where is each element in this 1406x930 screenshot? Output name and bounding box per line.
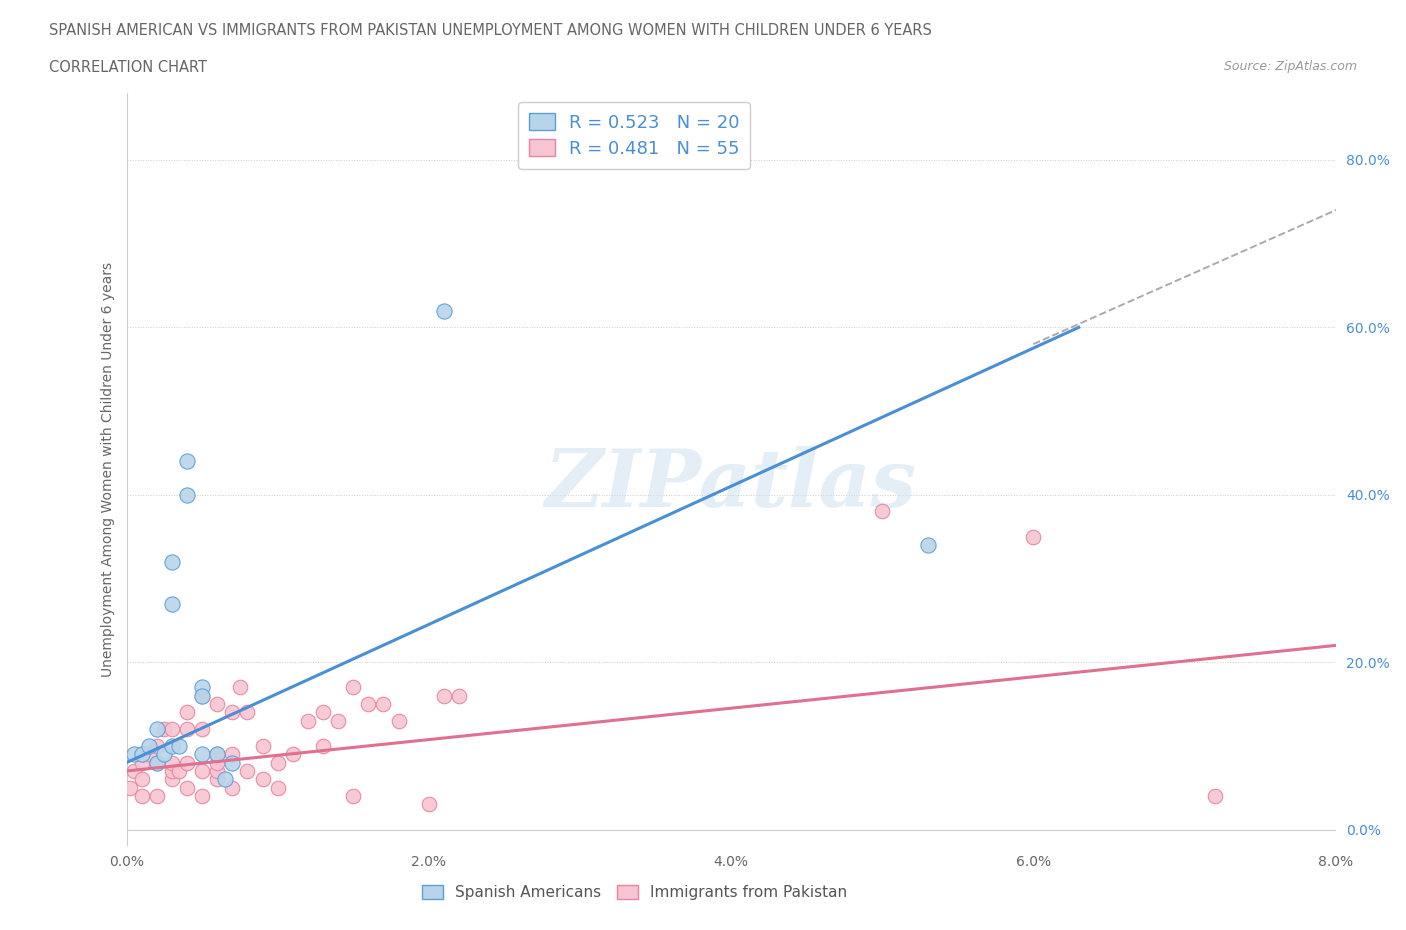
Point (169, 738, 191, 753)
Text: ZIPatlas: ZIPatlas (546, 446, 917, 524)
Point (236, 705, 259, 720)
Point (131, 789, 153, 804)
Point (176, 454, 198, 469)
Point (357, 697, 380, 711)
Point (236, 764, 259, 778)
Point (281, 747, 304, 762)
Point (433, 303, 456, 318)
Point (146, 738, 169, 753)
Point (160, 554, 183, 569)
Point (146, 755, 169, 770)
Point (447, 688, 470, 703)
Point (146, 789, 169, 804)
Text: SPANISH AMERICAN VS IMMIGRANTS FROM PAKISTAN UNEMPLOYMENT AMONG WOMEN WITH CHILD: SPANISH AMERICAN VS IMMIGRANTS FROM PAKI… (49, 23, 932, 38)
Point (191, 688, 214, 703)
Point (221, 755, 243, 770)
Point (1022, 529, 1045, 544)
Point (191, 680, 214, 695)
Point (122, 764, 145, 778)
Point (153, 747, 176, 762)
Y-axis label: Unemployment Among Women with Children Under 6 years: Unemployment Among Women with Children U… (101, 262, 115, 677)
Point (205, 697, 228, 711)
Point (122, 747, 145, 762)
Legend: Spanish Americans, Immigrants from Pakistan: Spanish Americans, Immigrants from Pakis… (415, 879, 853, 907)
Point (433, 688, 456, 703)
Point (388, 713, 411, 728)
Point (191, 747, 214, 762)
Point (160, 755, 183, 770)
Point (312, 705, 335, 720)
Point (205, 755, 228, 770)
Text: Source: ZipAtlas.com: Source: ZipAtlas.com (1223, 60, 1357, 73)
Text: CORRELATION CHART: CORRELATION CHART (49, 60, 207, 75)
Point (872, 504, 894, 519)
Point (160, 596, 183, 611)
Point (326, 713, 350, 728)
Point (146, 722, 169, 737)
Point (342, 789, 364, 804)
Point (418, 797, 440, 812)
Point (138, 747, 160, 762)
Point (1204, 789, 1226, 804)
Point (153, 722, 176, 737)
Point (176, 487, 198, 502)
Point (312, 738, 335, 753)
Point (160, 722, 183, 737)
Point (205, 747, 228, 762)
Point (267, 755, 290, 770)
Point (221, 747, 243, 762)
Point (342, 680, 364, 695)
Point (252, 772, 274, 787)
Point (205, 772, 228, 787)
Point (191, 688, 214, 703)
Point (176, 722, 198, 737)
Point (131, 747, 153, 762)
Point (146, 755, 169, 770)
Point (205, 747, 228, 762)
Point (118, 780, 141, 795)
Point (191, 764, 214, 778)
Point (138, 738, 160, 753)
Point (221, 780, 243, 795)
Point (221, 705, 243, 720)
Point (160, 738, 183, 753)
Point (176, 780, 198, 795)
Point (160, 772, 183, 787)
Point (160, 764, 183, 778)
Point (214, 772, 236, 787)
Point (267, 780, 290, 795)
Point (131, 747, 153, 762)
Point (917, 538, 939, 552)
Point (191, 789, 214, 804)
Point (191, 722, 214, 737)
Point (373, 697, 395, 711)
Point (297, 713, 319, 728)
Point (169, 764, 191, 778)
Point (176, 755, 198, 770)
Point (252, 738, 274, 753)
Point (229, 680, 252, 695)
Point (131, 755, 153, 770)
Point (205, 764, 228, 778)
Point (131, 772, 153, 787)
Point (176, 705, 198, 720)
